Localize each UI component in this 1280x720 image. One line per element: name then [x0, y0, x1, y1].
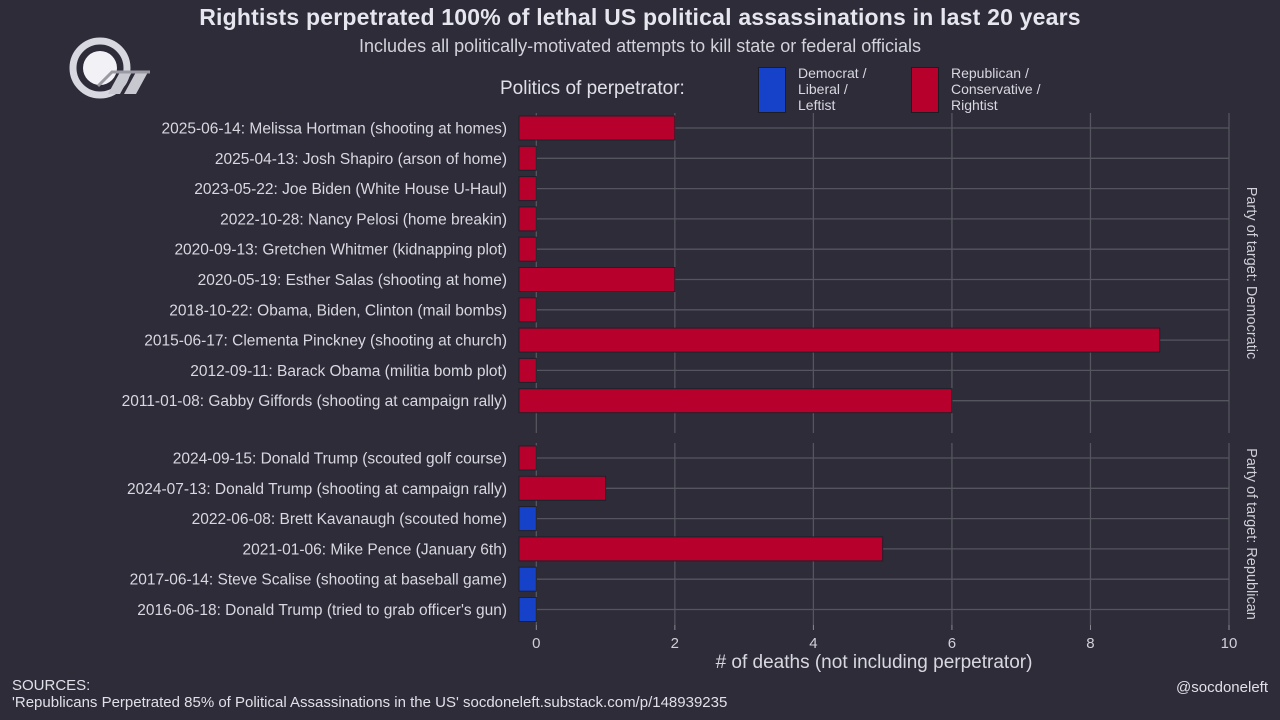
bar — [518, 506, 537, 532]
bar — [518, 206, 537, 232]
bar — [518, 566, 537, 592]
panel-background — [519, 443, 1229, 625]
row-label: 2024-07-13: Donald Trump (shooting at ca… — [127, 481, 507, 498]
facet-strip-label: Party of target: Democratic — [1243, 187, 1259, 359]
x-axis-label: # of deaths (not including perpetrator) — [716, 652, 1033, 673]
bar — [518, 176, 537, 202]
row-label: 2018-10-22: Obama, Biden, Clinton (mail … — [169, 302, 507, 319]
legend-title: Politics of perpetrator: — [500, 78, 685, 99]
row-label: 2024-09-15: Donald Trump (scouted golf c… — [173, 451, 507, 468]
facet-strip-label: Party of target: Republican — [1243, 448, 1259, 620]
author-handle: @socdoneleft — [1176, 679, 1268, 696]
bar — [518, 145, 537, 171]
x-tick-label: 0 — [532, 635, 540, 652]
x-tick-label: 2 — [671, 635, 679, 652]
legend-key-democrat — [758, 67, 786, 113]
bar — [518, 327, 1161, 353]
legend-key-republican — [911, 67, 939, 113]
x-tick-label: 8 — [1086, 635, 1094, 652]
chart-subtitle: Includes all politically-motivated attem… — [359, 36, 921, 56]
row-label: 2011-01-08: Gabby Giffords (shooting at … — [122, 393, 507, 410]
legend-label-democrat: Democrat / Liberal / Leftist — [798, 65, 867, 113]
row-label: 2020-05-19: Esther Salas (shooting at ho… — [198, 272, 507, 289]
bar — [518, 445, 537, 471]
row-label: 2021-01-06: Mike Pence (January 6th) — [242, 541, 507, 558]
x-tick-label: 6 — [948, 635, 956, 652]
legend-label-republican: Republican / Conservative / Rightist — [951, 65, 1041, 113]
sources-label: SOURCES: — [12, 677, 91, 694]
bar — [518, 267, 676, 292]
x-tick-label: 4 — [809, 635, 817, 652]
row-label: 2020-09-13: Gretchen Whitmer (kidnapping… — [174, 242, 507, 259]
row-label: 2015-06-17: Clementa Pinckney (shooting … — [144, 333, 507, 350]
row-label: 2017-06-14: Steve Scalise (shooting at b… — [130, 572, 507, 589]
row-label: 2025-04-13: Josh Shapiro (arson of home) — [215, 151, 507, 168]
row-label: 2022-06-08: Brett Kavanaugh (scouted hom… — [192, 511, 507, 528]
row-label: 2025-06-14: Melissa Hortman (shooting at… — [162, 121, 507, 138]
bar — [518, 115, 676, 141]
chart-title: Rightists perpetrated 100% of lethal US … — [199, 4, 1081, 30]
row-label: 2016-06-18: Donald Trump (tried to grab … — [137, 602, 507, 619]
row-label: 2023-05-22: Joe Biden (White House U-Hau… — [194, 181, 507, 198]
bar — [518, 297, 537, 323]
bar — [518, 475, 607, 501]
bar — [518, 597, 537, 622]
x-tick-label: 10 — [1221, 635, 1238, 652]
bar — [518, 388, 953, 414]
logo-icon — [69, 37, 150, 99]
sources-text: 'Republicans Perpetrated 85% of Politica… — [12, 694, 728, 711]
bar — [518, 357, 537, 383]
row-label: 2022-10-28: Nancy Pelosi (home breakin) — [220, 211, 507, 228]
row-label: 2012-09-11: Barack Obama (militia bomb p… — [190, 363, 507, 380]
bar — [518, 536, 884, 562]
bar — [518, 236, 537, 262]
